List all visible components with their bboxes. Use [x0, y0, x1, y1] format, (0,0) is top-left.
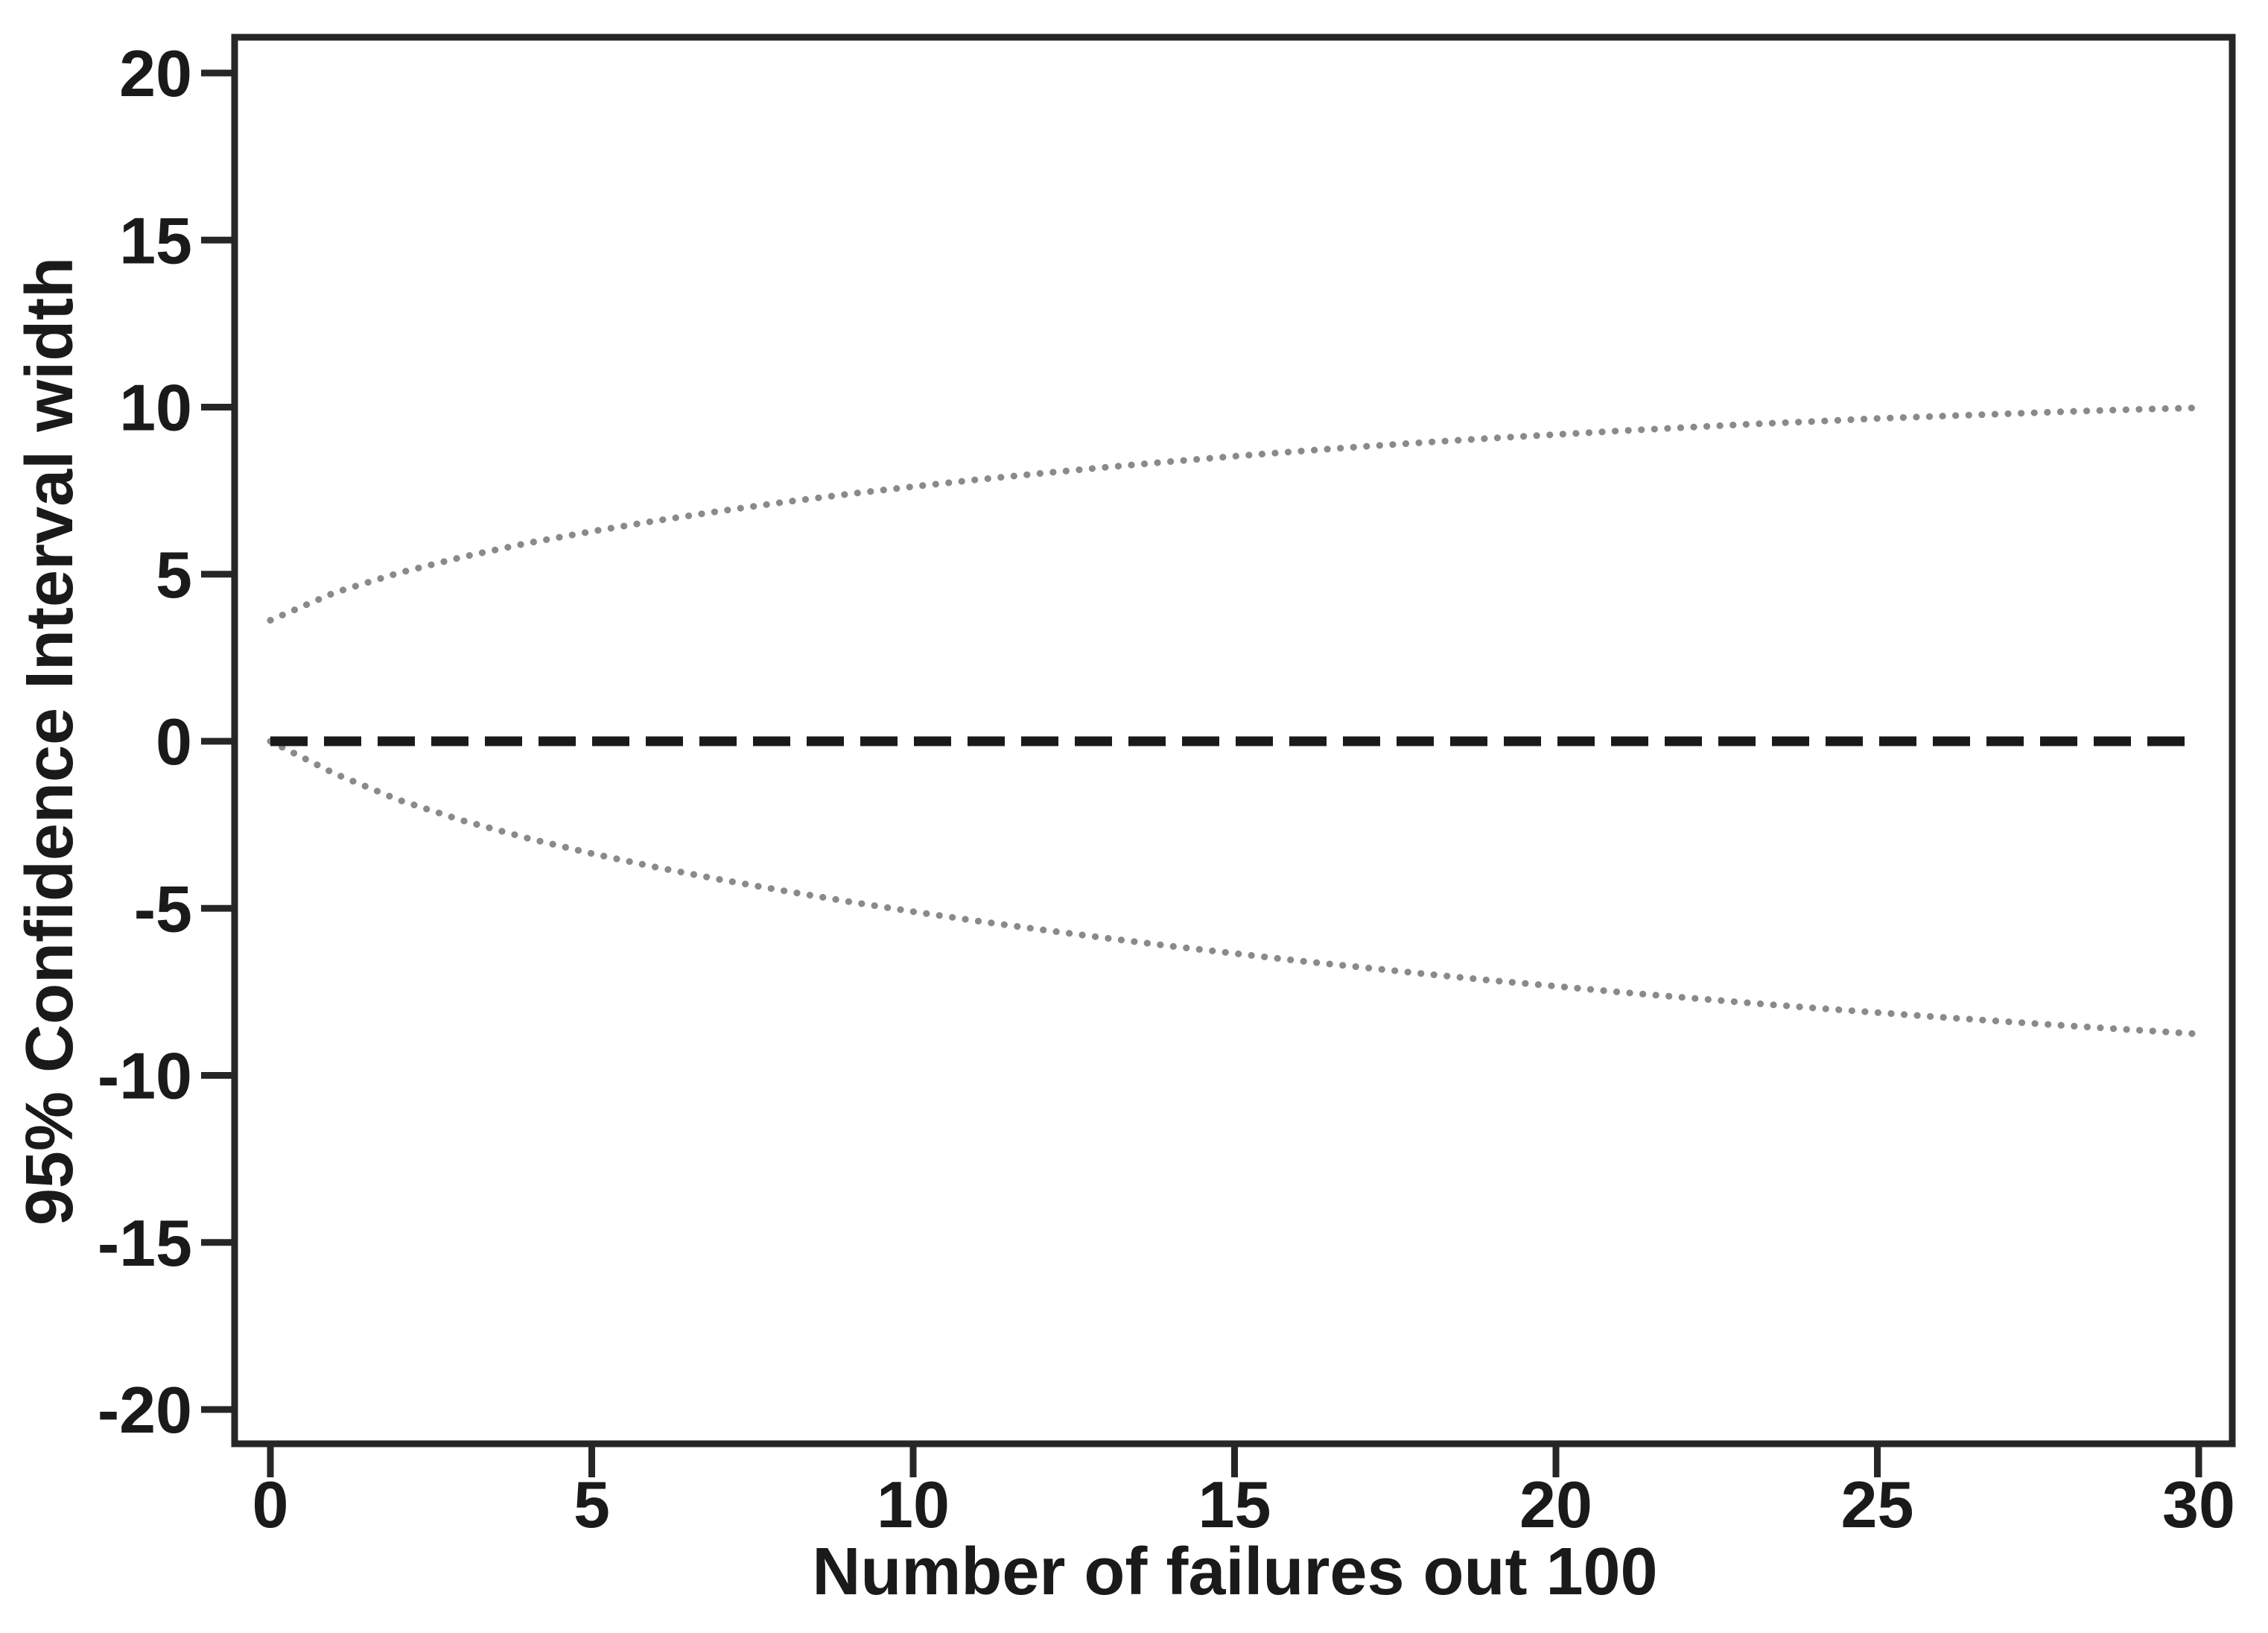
x-tick-label: 5	[574, 1468, 610, 1541]
x-axis-title: Number of failures out 100	[812, 1535, 1657, 1609]
y-tick-label: 5	[156, 538, 192, 612]
y-tick-label: 15	[119, 203, 192, 277]
upper-ci-curve	[267, 404, 2202, 624]
y-tick-label: -10	[98, 1039, 192, 1113]
y-tick-label: -20	[98, 1373, 192, 1447]
y-tick-label: 10	[119, 371, 192, 445]
x-tick-label: 15	[1198, 1468, 1271, 1541]
y-tick-label: -5	[134, 872, 192, 945]
x-tick-label: 30	[2162, 1468, 2235, 1541]
x-tick-label: 20	[1519, 1468, 1592, 1541]
plot-frame	[231, 34, 2236, 1447]
x-tick-label: 0	[252, 1468, 289, 1541]
y-tick-label: -15	[98, 1206, 192, 1280]
plot-area: 20 15 10 5 0 -5 -10 -15 -20 0 5 10 15 20 25 30	[98, 34, 2236, 1541]
y-tick-label: 0	[156, 705, 192, 779]
x-tick-label: 10	[877, 1468, 950, 1541]
y-tick-label: 20	[119, 37, 192, 110]
lower-ci-curve	[267, 738, 2202, 1038]
y-axis-title: 95% Confidence Interval width	[13, 257, 87, 1225]
x-tick-label: 25	[1841, 1468, 1914, 1541]
